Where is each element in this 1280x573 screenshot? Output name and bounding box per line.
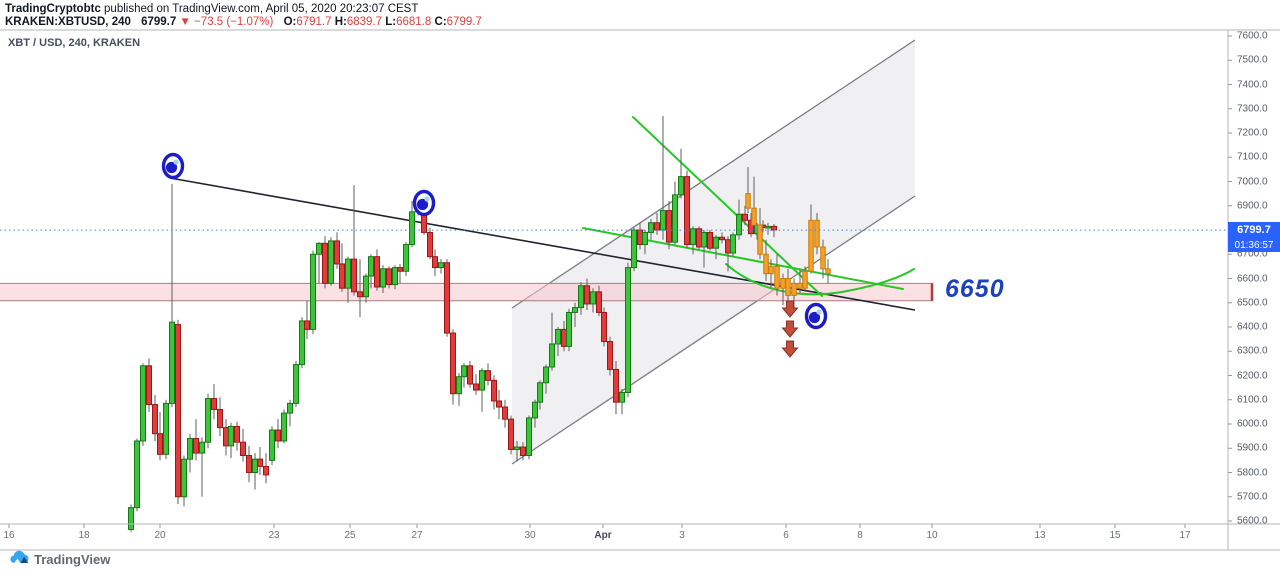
price-tick-label: 5700.0 xyxy=(1237,491,1268,503)
price-tick-label: 6500.0 xyxy=(1237,297,1268,309)
tradingview-logo-text: TradingView xyxy=(34,552,111,567)
close-value: 6799.7 xyxy=(446,16,482,28)
last-price-label: 6799.7 xyxy=(1228,222,1280,238)
header-last-price: 6799.7 xyxy=(141,16,177,28)
time-tick-label: 8 xyxy=(857,530,863,541)
price-tick-label: 7600.0 xyxy=(1237,30,1268,42)
down-triangle-icon: ▼ xyxy=(179,16,191,28)
high-label: H: xyxy=(334,16,347,28)
projected-candles xyxy=(745,166,831,308)
time-tick-label: 20 xyxy=(154,530,166,541)
time-tick-label: 18 xyxy=(78,530,90,541)
price-tick-label: 5900.0 xyxy=(1237,442,1268,454)
time-tick-label: 17 xyxy=(1179,530,1191,541)
time-tick-label: 25 xyxy=(344,530,356,541)
descending-trendline xyxy=(169,177,916,311)
tradingview-cloud-icon xyxy=(10,550,29,569)
low-value: 6681.8 xyxy=(396,16,432,28)
time-tick-label: 30 xyxy=(524,530,536,541)
time-tick-label: 15 xyxy=(1109,530,1121,541)
publish-info-line: TradingCryptobtc published on TradingVie… xyxy=(5,3,418,15)
low-label: L: xyxy=(385,16,397,28)
price-tick-label: 7400.0 xyxy=(1237,79,1268,90)
high-value: 6839.7 xyxy=(346,16,383,28)
price-tick-label: 7300.0 xyxy=(1237,103,1268,115)
price-tick-label: 7200.0 xyxy=(1237,127,1268,139)
price-tick-label: 6200.0 xyxy=(1237,370,1268,381)
price-tick-label: 7500.0 xyxy=(1237,54,1268,66)
symbol-ohlc-line: KRAKEN:XBTUSD, 240 6799.7 ▼ −73.5 (−1.07… xyxy=(5,16,482,28)
price-tick-label: 6600.0 xyxy=(1237,273,1268,284)
time-tick-label: 10 xyxy=(926,530,938,541)
time-tick-label: 6 xyxy=(783,530,789,541)
price-tick-label: 5800.0 xyxy=(1237,467,1268,478)
down-arrows xyxy=(781,300,799,358)
close-label: C: xyxy=(434,16,447,28)
time-tick-label: 16 xyxy=(3,530,15,541)
price-tick-label: 6900.0 xyxy=(1237,200,1268,212)
author-name: TradingCryptobtc xyxy=(5,3,101,15)
time-tick-label: 3 xyxy=(679,530,685,541)
price-tick-label: 6300.0 xyxy=(1237,345,1268,357)
bar-countdown-label: 01:36:57 xyxy=(1228,238,1280,252)
tradingview-logo[interactable]: TradingView xyxy=(10,550,110,569)
publish-text: published on TradingView.com, April 05, … xyxy=(100,3,419,15)
eye-markers xyxy=(161,152,828,330)
chart-legend: XBT / USD, 240, KRAKEN xyxy=(8,37,141,49)
price-tick-label: 6400.0 xyxy=(1237,321,1268,333)
price-tick-label: 7000.0 xyxy=(1237,176,1268,187)
open-label: O: xyxy=(283,16,297,28)
open-value: 6791.7 xyxy=(296,16,332,28)
chart-frame xyxy=(0,29,1280,551)
time-tick-label: Apr xyxy=(594,530,612,541)
price-tick-label: 7100.0 xyxy=(1237,151,1268,163)
time-tick-label: 27 xyxy=(411,530,423,541)
header-change: −73.5 (−1.07%) xyxy=(194,16,274,28)
price-tick-label: 6700.0 xyxy=(1237,248,1268,260)
time-tick-label: 13 xyxy=(1034,530,1046,541)
symbol-interval: KRAKEN:XBTUSD, 240 xyxy=(5,16,131,28)
support-zone-price-label[interactable]: 6650 xyxy=(945,275,1005,303)
time-tick-label: 23 xyxy=(268,530,280,541)
price-tick-label: 6000.0 xyxy=(1237,418,1268,430)
price-tick-label: 5600.0 xyxy=(1237,515,1268,527)
price-tick-label: 6100.0 xyxy=(1237,394,1268,406)
